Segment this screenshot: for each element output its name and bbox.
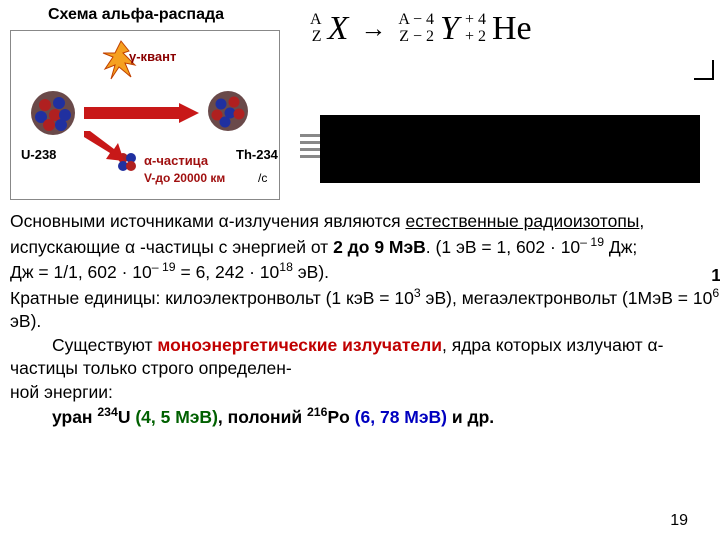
alpha-emission-arrow-icon — [84, 131, 124, 161]
mass-number: 216 — [307, 405, 327, 419]
isotope-symbol: U — [118, 407, 136, 427]
hanging-digit: 1 — [711, 265, 720, 286]
equation-corner-icon — [694, 60, 714, 80]
blackbox-indicator-icon — [300, 134, 320, 164]
reaction-arrow: → — [354, 14, 392, 44]
daughter-symbol: Y — [440, 10, 459, 48]
uranium-label: U-238 — [21, 147, 56, 162]
velocity-unit: /с — [258, 171, 267, 185]
helium-symbol: He — [492, 10, 532, 48]
thorium-label: Th-234 — [236, 147, 278, 162]
uranium-nucleus-icon — [29, 89, 77, 137]
parent-symbol: X — [328, 10, 349, 48]
text-fragment: уран — [52, 407, 97, 427]
text-fragment: эВ). — [293, 262, 329, 282]
helium-indices: + 4 + 2 — [465, 12, 486, 46]
thorium-nucleus-icon — [206, 89, 250, 133]
text-fragment: Дж = 1/1, 602 · 10 — [10, 262, 152, 282]
slide-title: Схема альфа-распада — [48, 6, 224, 24]
parent-indices: A Z — [310, 12, 322, 46]
highlighted-term: моноэнергетические излучатели — [157, 335, 442, 355]
decay-arrow-icon — [84, 103, 199, 123]
text-fragment: и др. — [447, 407, 494, 427]
text-fragment: . (1 эВ = 1, 602 · 10 — [426, 236, 580, 256]
alpha-particle-label: α-частица — [144, 153, 208, 168]
text-fragment: эВ). — [10, 311, 41, 331]
alpha-decay-diagram: γ-квант U-238 Th-234 — [10, 30, 280, 200]
body-text: Основными источниками α-излучения являют… — [10, 210, 720, 430]
gamma-label: γ-квант — [129, 49, 176, 64]
exponent: 3 — [414, 286, 421, 300]
exponent: – 19 — [580, 235, 604, 249]
daughter-indices: A − 4 Z − 2 — [398, 12, 434, 46]
text-fragment: ной энергии: — [10, 382, 113, 402]
energy-value: (6, 78 МэВ) — [355, 407, 447, 427]
redacted-block — [320, 115, 700, 183]
text-fragment: Основными источниками α-излучения являют… — [10, 211, 406, 231]
mass-number: 234 — [97, 405, 117, 419]
page-number: 19 — [670, 512, 688, 530]
isotope-symbol: Po — [327, 407, 354, 427]
energy-value: (4, 5 МэВ) — [135, 407, 218, 427]
exponent: – 19 — [152, 260, 176, 274]
text-fragment: , полоний — [218, 407, 307, 427]
text-fragment: = 6, 242 · 10 — [176, 262, 280, 282]
text-fragment: Кратные единицы: килоэлектронвольт (1 кэ… — [10, 287, 414, 307]
underlined-term: естественные радиоизотопы — [406, 211, 640, 231]
velocity-label: V-до 20000 км — [144, 171, 225, 185]
exponent: 18 — [279, 260, 293, 274]
energy-range: 2 до 9 МэВ — [333, 236, 426, 256]
exponent: 6 — [712, 286, 719, 300]
gamma-flash-icon — [101, 39, 141, 89]
text-fragment: Существуют — [52, 335, 157, 355]
text-fragment: Дж; — [604, 236, 637, 256]
text-fragment: эВ), мегаэлектронвольт (1МэВ = 10 — [421, 287, 713, 307]
decay-equation: A Z X → A − 4 Z − 2 Y + 4 + 2 He — [310, 10, 720, 80]
